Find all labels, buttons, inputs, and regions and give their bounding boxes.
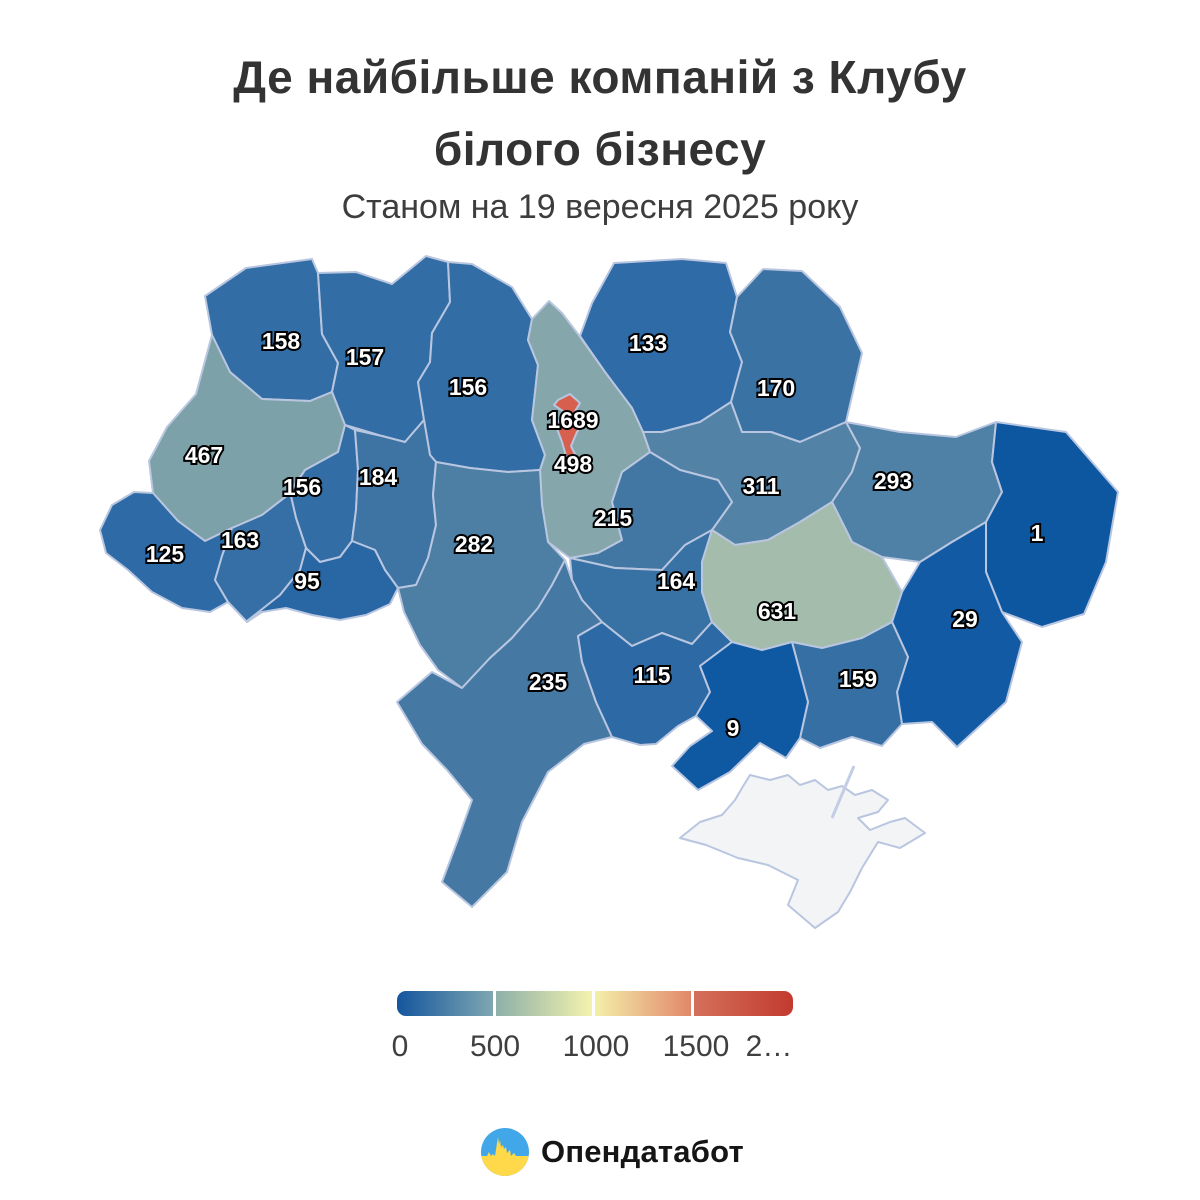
- opendatabot-logo: Опендатабот: [481, 1128, 744, 1176]
- region-value-label-kharkiv: 293: [874, 468, 912, 494]
- region-value-label-donetsk: 29: [952, 606, 978, 632]
- region-value-label-zaporizhzhia: 159: [839, 666, 877, 692]
- legend-gradient-segment-4: [694, 991, 793, 1016]
- region-sumy[interactable]: [729, 268, 863, 443]
- region-value-label-ternopil: 156: [283, 474, 321, 500]
- region-value-label-sumy: 170: [757, 375, 795, 401]
- legend-tick-1500: 1500: [662, 1030, 730, 1063]
- region-crimea[interactable]: [679, 774, 926, 929]
- legend-tick-1000: 1000: [562, 1030, 630, 1063]
- region-zakarpattia[interactable]: [99, 491, 233, 613]
- page-subtitle: Станом на 19 вересня 2025 року: [341, 188, 859, 226]
- region-luhansk[interactable]: [985, 421, 1119, 628]
- arabat-spit-outline: [830, 765, 856, 819]
- page-title-line2: білого бізнесу: [433, 123, 767, 175]
- opendatabot-logo-text: Опендатабот: [541, 1134, 744, 1169]
- region-value-label-kyiv-city: 1689: [547, 407, 598, 433]
- region-value-label-kyiv-oblast: 498: [554, 451, 593, 477]
- region-odesa[interactable]: [396, 559, 613, 908]
- region-value-label-lviv: 467: [185, 442, 223, 468]
- map-regions-layer: [99, 255, 1119, 929]
- legend-gradient-segment-2: [496, 991, 592, 1016]
- region-value-label-volyn: 158: [262, 328, 301, 354]
- region-kherson[interactable]: [671, 641, 809, 791]
- region-value-label-cherkasy: 215: [594, 505, 633, 531]
- legend-tick-500: 500: [469, 1030, 521, 1063]
- legend-tick-0: 0: [391, 1030, 409, 1063]
- region-value-label-mykolaiv: 115: [633, 662, 670, 688]
- region-value-label-rivne: 157: [346, 344, 384, 370]
- region-value-label-kherson: 9: [727, 715, 740, 741]
- region-value-label-ivano-frankivsk: 163: [221, 527, 259, 553]
- region-value-label-chernivtsi: 95: [294, 568, 320, 594]
- region-kyiv-city[interactable]: [553, 393, 586, 460]
- region-value-label-dnipropetrovsk: 631: [758, 598, 797, 624]
- legend-gradient-segment-1: [397, 991, 493, 1016]
- opendatabot-logo-icon: [481, 1128, 529, 1176]
- region-value-label-odesa: 235: [529, 669, 568, 695]
- map-labels-layer: 158 157 156 133 170 467 498 156 184 311 293 125 163 9…: [144, 326, 1046, 743]
- region-value-label-zakarpattia: 125: [146, 541, 185, 567]
- region-value-label-kirovohrad: 164: [657, 568, 696, 594]
- legend-tick-2000: 2…: [745, 1030, 793, 1063]
- legend-gradient-segment-3: [595, 991, 691, 1016]
- region-value-label-poltava: 311: [742, 473, 779, 499]
- page-title-line1: Де найбільше компаній з Клубу: [233, 51, 967, 103]
- region-value-label-khmelnytskyi: 184: [359, 464, 398, 490]
- region-value-label-luhansk: 1: [1031, 520, 1044, 546]
- region-value-label-zhytomyr: 156: [449, 374, 487, 400]
- region-value-label-vinnytsia: 282: [455, 531, 493, 557]
- region-value-label-chernihiv: 133: [629, 330, 667, 356]
